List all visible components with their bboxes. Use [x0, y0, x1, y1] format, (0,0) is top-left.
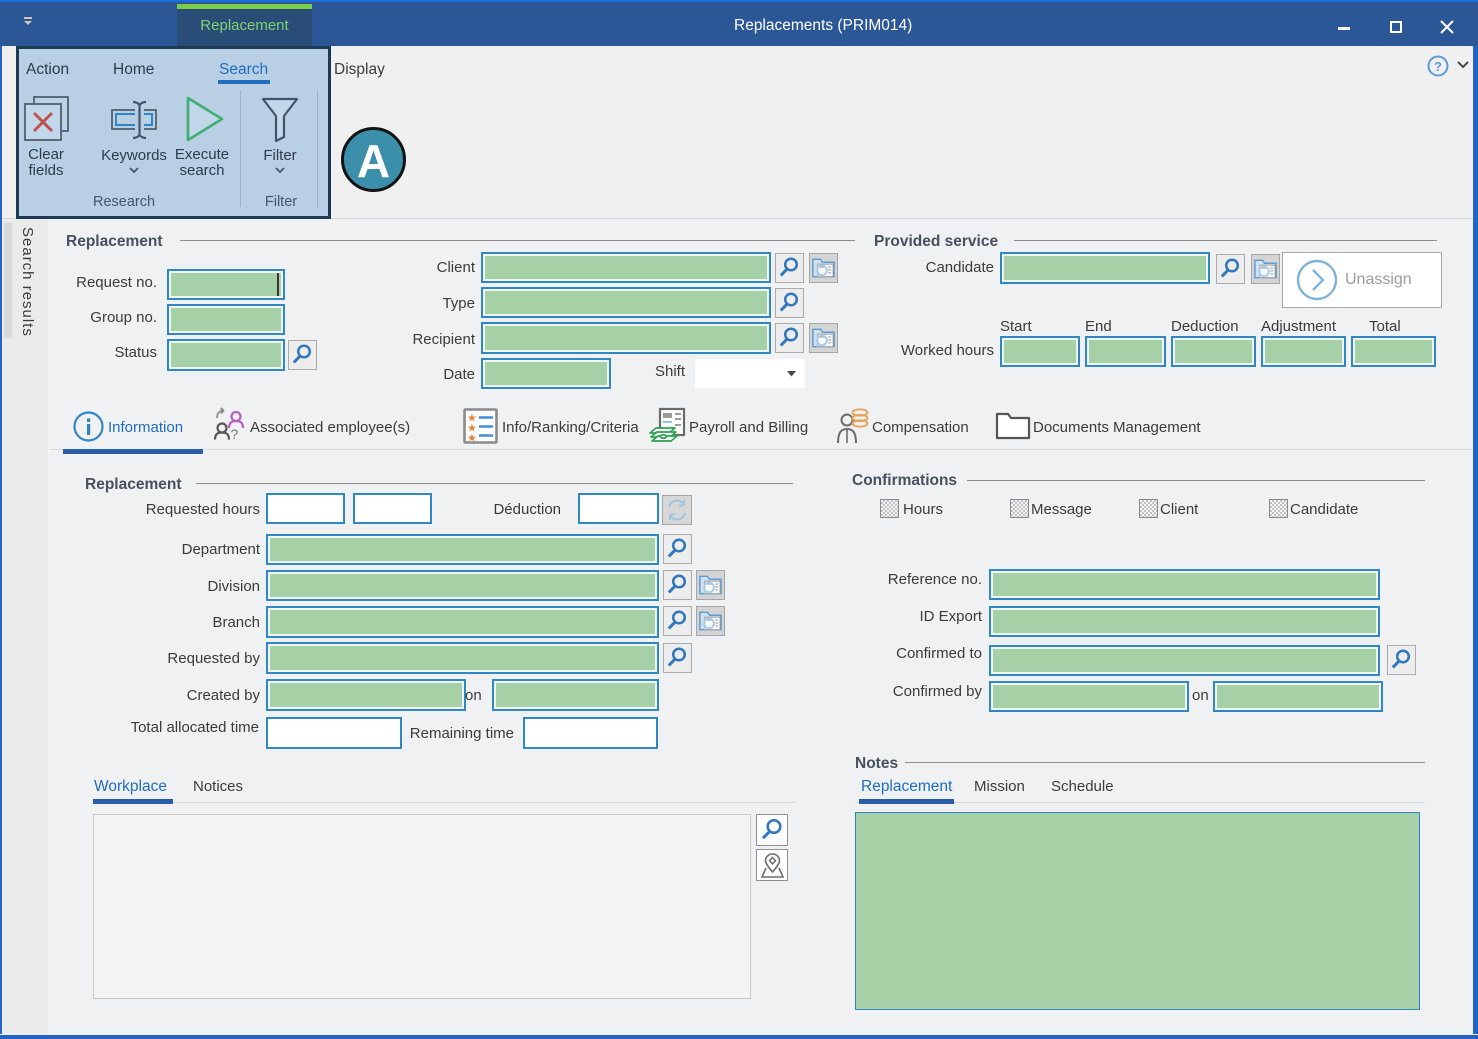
- svg-text:★: ★: [467, 423, 477, 435]
- svg-text:★: ★: [467, 433, 477, 445]
- svg-text:?: ?: [231, 426, 239, 442]
- svg-text:?: ?: [1434, 59, 1442, 74]
- svg-text:★: ★: [467, 413, 477, 425]
